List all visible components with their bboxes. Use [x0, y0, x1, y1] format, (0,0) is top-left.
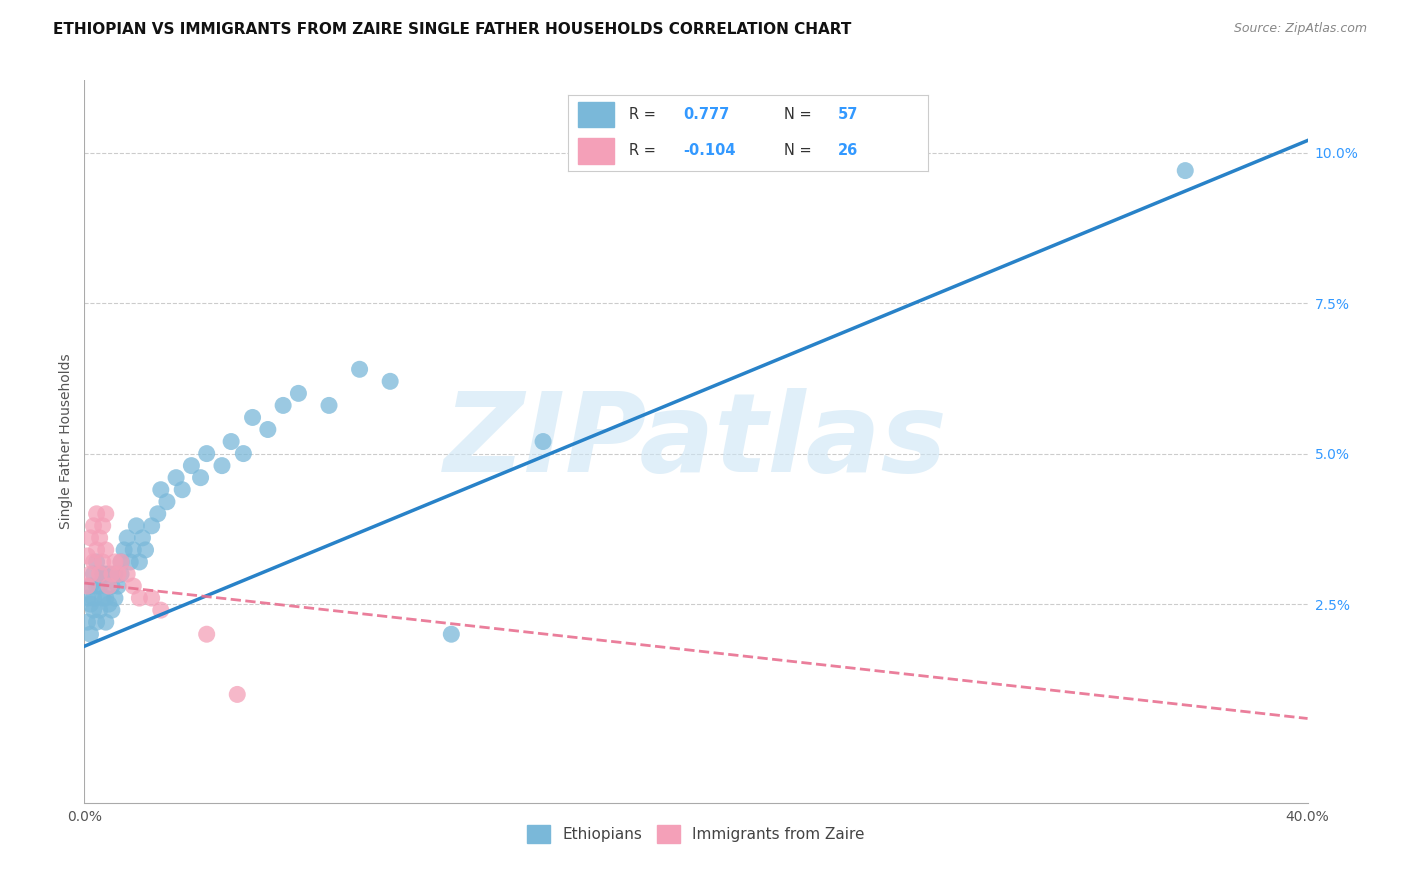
Point	[76, 579, 98, 593]
Y-axis label: Single Father Households: Single Father Households	[59, 354, 73, 529]
Point	[190, 470, 212, 484]
Point	[79, 531, 101, 545]
Point	[97, 567, 120, 582]
Point	[91, 518, 114, 533]
Point	[94, 591, 117, 606]
Point	[128, 555, 150, 569]
Point	[531, 434, 554, 449]
Point	[91, 591, 114, 606]
Point	[86, 615, 108, 630]
Point	[125, 518, 148, 533]
Point	[101, 603, 124, 617]
Point	[195, 627, 218, 641]
Point	[115, 567, 138, 582]
Point	[83, 603, 105, 617]
Point	[79, 579, 101, 593]
Point	[104, 567, 127, 582]
Point	[232, 446, 254, 460]
Point	[141, 591, 163, 606]
Point	[242, 410, 264, 425]
Point	[83, 555, 105, 569]
Point	[101, 579, 124, 593]
Point	[257, 422, 280, 436]
Point	[107, 567, 129, 582]
Point	[86, 579, 108, 593]
Text: ETHIOPIAN VS IMMIGRANTS FROM ZAIRE SINGLE FATHER HOUSEHOLDS CORRELATION CHART: ETHIOPIAN VS IMMIGRANTS FROM ZAIRE SINGL…	[53, 22, 852, 37]
Point	[94, 542, 117, 557]
Point	[86, 507, 108, 521]
Point	[91, 555, 114, 569]
Point	[440, 627, 463, 641]
Point	[79, 567, 101, 582]
Point	[110, 555, 132, 569]
Point	[146, 507, 169, 521]
Point	[101, 567, 124, 582]
Point	[219, 434, 242, 449]
Point	[89, 567, 111, 582]
Point	[135, 542, 157, 557]
Point	[120, 555, 142, 569]
Point	[107, 579, 129, 593]
Point	[104, 555, 127, 569]
Point	[271, 398, 294, 412]
Point	[94, 507, 117, 521]
Point	[172, 483, 194, 497]
Point	[86, 542, 108, 557]
Point	[380, 374, 402, 388]
Point	[149, 483, 172, 497]
Point	[110, 567, 132, 582]
Point	[79, 627, 101, 641]
Point	[165, 470, 187, 484]
Point	[349, 362, 371, 376]
Point	[91, 567, 114, 582]
Point	[110, 555, 132, 569]
Point	[115, 531, 138, 545]
Point	[318, 398, 340, 412]
Point	[112, 542, 135, 557]
Point	[122, 542, 145, 557]
Point	[79, 597, 101, 611]
Point	[83, 518, 105, 533]
Point	[89, 603, 111, 617]
Text: ZIPatlas: ZIPatlas	[444, 388, 948, 495]
Point	[94, 567, 117, 582]
Point	[94, 615, 117, 630]
Point	[104, 591, 127, 606]
Text: Source: ZipAtlas.com: Source: ZipAtlas.com	[1233, 22, 1367, 36]
Point	[76, 549, 98, 563]
Point	[141, 518, 163, 533]
Point	[131, 531, 153, 545]
Point	[226, 687, 249, 701]
Point	[76, 591, 98, 606]
Point	[195, 446, 218, 460]
Point	[180, 458, 202, 473]
Point	[156, 494, 179, 508]
Legend: Ethiopians, Immigrants from Zaire: Ethiopians, Immigrants from Zaire	[520, 819, 872, 849]
Point	[83, 567, 105, 582]
Point	[83, 591, 105, 606]
Point	[149, 603, 172, 617]
Point	[1174, 163, 1197, 178]
Point	[211, 458, 233, 473]
Point	[128, 591, 150, 606]
Point	[97, 579, 120, 593]
Point	[287, 386, 309, 401]
Point	[76, 615, 98, 630]
Point	[86, 555, 108, 569]
Point	[122, 579, 145, 593]
Point	[89, 531, 111, 545]
Point	[89, 579, 111, 593]
Point	[97, 597, 120, 611]
